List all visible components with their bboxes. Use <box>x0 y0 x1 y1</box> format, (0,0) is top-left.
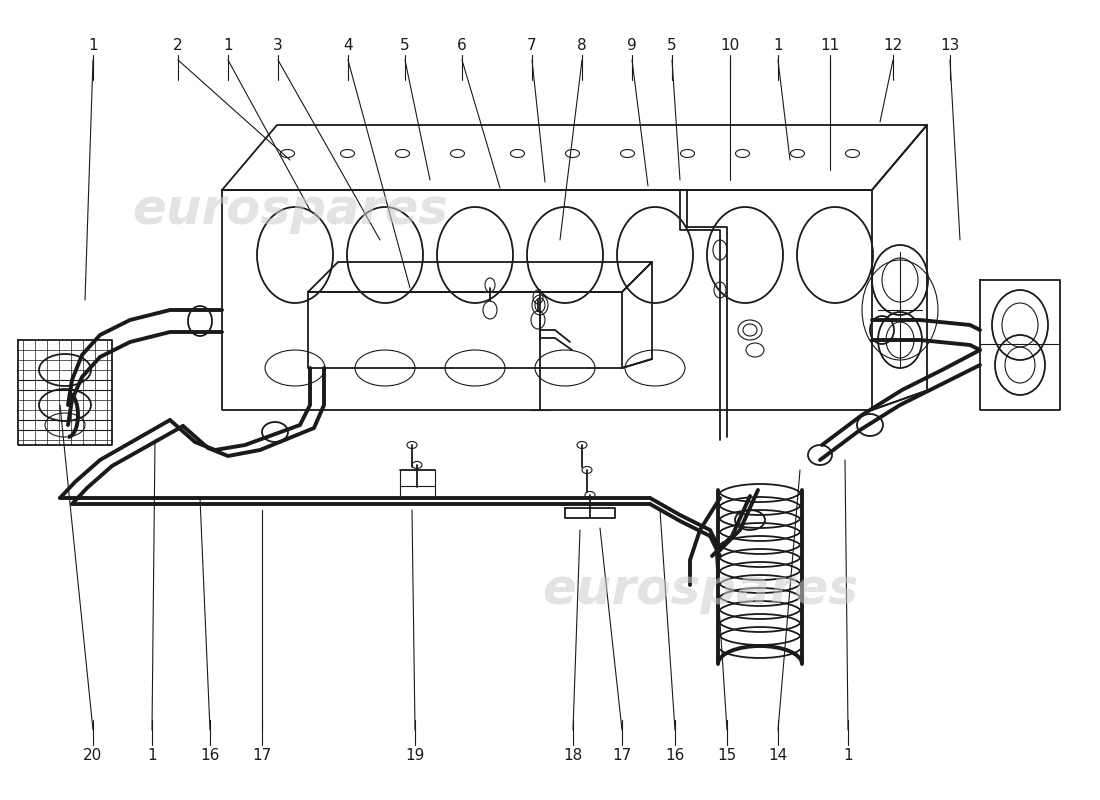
Text: 20: 20 <box>84 747 102 762</box>
Text: 6: 6 <box>458 38 466 53</box>
Text: 17: 17 <box>613 747 631 762</box>
Text: 8: 8 <box>578 38 586 53</box>
Text: 1: 1 <box>844 747 852 762</box>
Text: eurospares: eurospares <box>132 186 448 234</box>
Text: eurospares: eurospares <box>542 566 858 614</box>
Text: 15: 15 <box>717 747 737 762</box>
Text: 16: 16 <box>666 747 684 762</box>
Text: 17: 17 <box>252 747 272 762</box>
Text: 5: 5 <box>400 38 410 53</box>
Text: 1: 1 <box>88 38 98 53</box>
Text: 3: 3 <box>273 38 283 53</box>
Text: 1: 1 <box>147 747 157 762</box>
Text: 12: 12 <box>883 38 903 53</box>
Text: 5: 5 <box>668 38 676 53</box>
Text: 16: 16 <box>200 747 220 762</box>
Text: 1: 1 <box>223 38 233 53</box>
Text: 1: 1 <box>773 38 783 53</box>
Text: 10: 10 <box>720 38 739 53</box>
Text: 2: 2 <box>173 38 183 53</box>
Text: 18: 18 <box>563 747 583 762</box>
Text: 9: 9 <box>627 38 637 53</box>
Text: 14: 14 <box>769 747 788 762</box>
Text: 7: 7 <box>527 38 537 53</box>
Text: 11: 11 <box>821 38 839 53</box>
Text: 4: 4 <box>343 38 353 53</box>
Text: 13: 13 <box>940 38 959 53</box>
Text: 19: 19 <box>405 747 425 762</box>
